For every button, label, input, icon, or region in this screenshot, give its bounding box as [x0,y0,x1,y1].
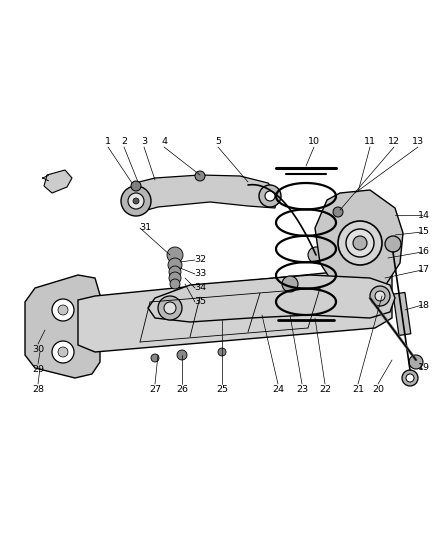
Text: 23: 23 [296,385,308,394]
Circle shape [402,370,418,386]
Text: 14: 14 [418,211,430,220]
Text: 33: 33 [194,270,206,279]
Polygon shape [125,175,278,212]
Text: 34: 34 [194,284,206,293]
Polygon shape [44,170,72,193]
Circle shape [259,185,281,207]
Circle shape [164,302,176,314]
Polygon shape [393,293,411,335]
Text: 31: 31 [139,223,151,232]
Circle shape [370,286,390,306]
Circle shape [265,191,275,201]
Text: 16: 16 [418,247,430,256]
Circle shape [52,341,74,363]
Circle shape [128,193,144,209]
Circle shape [169,266,181,278]
Polygon shape [148,275,395,322]
Text: 22: 22 [319,385,331,394]
Circle shape [170,279,180,289]
Text: 18: 18 [418,301,430,310]
Circle shape [346,229,374,257]
Text: 3: 3 [141,138,147,147]
Polygon shape [315,190,403,293]
Circle shape [58,347,68,357]
Text: 26: 26 [176,385,188,394]
Circle shape [168,258,182,272]
Circle shape [282,276,298,292]
Text: 20: 20 [372,385,384,394]
Polygon shape [78,268,392,352]
Circle shape [385,236,401,252]
Circle shape [121,186,151,216]
Circle shape [52,299,74,321]
Text: 5: 5 [215,138,221,147]
Circle shape [177,350,187,360]
Text: 13: 13 [412,138,424,147]
Text: 4: 4 [161,138,167,147]
Text: 25: 25 [216,385,228,394]
Text: 11: 11 [364,138,376,147]
Circle shape [338,221,382,265]
Circle shape [308,247,324,263]
Text: 19: 19 [418,364,430,373]
Text: 17: 17 [418,265,430,274]
Circle shape [133,198,139,204]
Text: 27: 27 [149,385,161,394]
Text: 29: 29 [32,366,44,375]
Text: 35: 35 [194,297,206,306]
Circle shape [158,296,182,320]
Text: 24: 24 [272,385,284,394]
Circle shape [406,374,414,382]
Circle shape [167,247,183,263]
Circle shape [333,207,343,217]
Circle shape [131,181,141,191]
Text: 12: 12 [388,138,400,147]
Polygon shape [25,275,100,378]
Circle shape [218,348,226,356]
Text: 21: 21 [352,385,364,394]
Text: 32: 32 [194,255,206,264]
Text: 1: 1 [105,138,111,147]
Circle shape [375,291,385,301]
Circle shape [409,355,423,369]
Circle shape [169,272,181,284]
Text: 15: 15 [418,228,430,237]
Text: 10: 10 [308,138,320,147]
Circle shape [58,305,68,315]
Text: 28: 28 [32,385,44,394]
Text: 30: 30 [32,345,44,354]
Circle shape [353,236,367,250]
Circle shape [151,354,159,362]
Text: 2: 2 [121,138,127,147]
Circle shape [195,171,205,181]
